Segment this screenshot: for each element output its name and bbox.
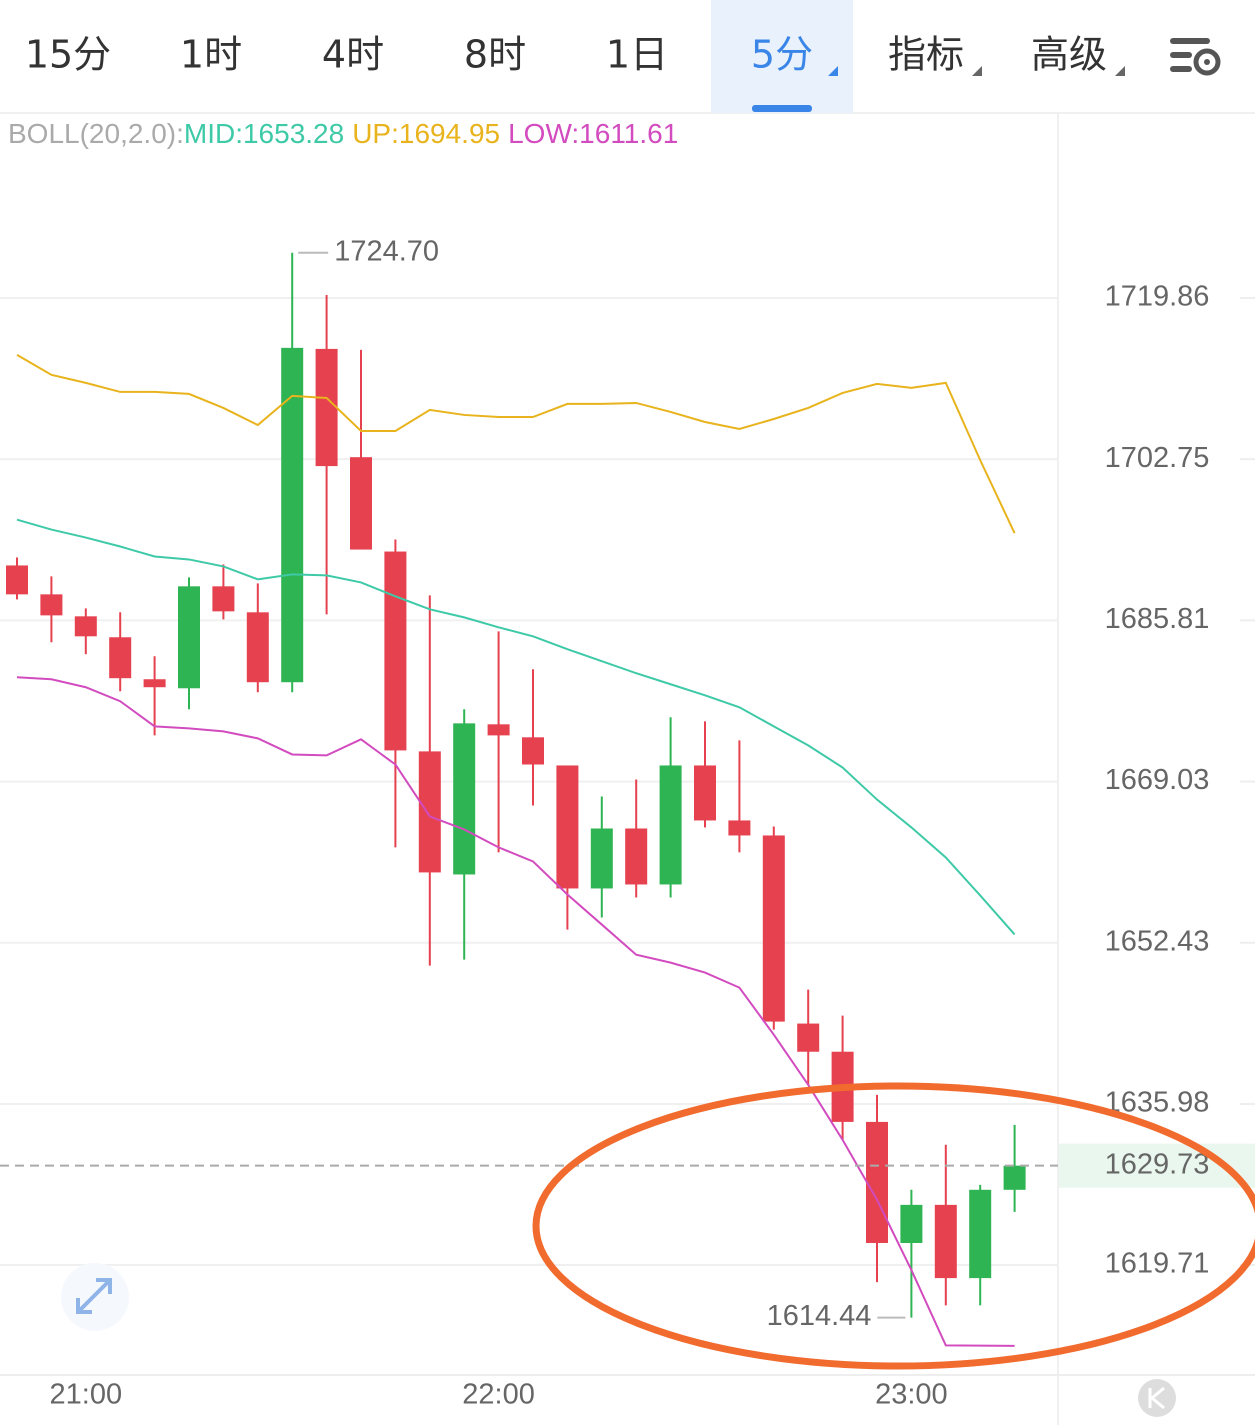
tab[interactable]: 高级	[1031, 33, 1107, 77]
y-tick-label: 1652.43	[1105, 925, 1210, 957]
settings-icon[interactable]	[1170, 38, 1221, 76]
candle-body	[934, 1204, 957, 1279]
dropdown-marker	[972, 66, 982, 76]
candle-body	[694, 765, 716, 821]
y-tick-label: 1619.71	[1105, 1248, 1210, 1280]
candle-body	[281, 347, 304, 683]
indicator-line	[16, 354, 1016, 534]
tab[interactable]: 1时	[180, 33, 242, 77]
last-price-label: 1629.73	[1105, 1148, 1210, 1180]
highlight-ellipse	[532, 1082, 1255, 1370]
x-tick-label: 23:00	[875, 1379, 948, 1411]
tab-bar	[0, 0, 1255, 113]
candle-body	[866, 1121, 888, 1243]
candle-body	[384, 551, 407, 751]
indicator-line	[16, 518, 1016, 936]
y-tick-label: 1669.03	[1105, 764, 1210, 796]
candle-body	[900, 1204, 923, 1243]
legend-value: 1653.28	[243, 118, 344, 149]
legend-name: LOW:	[508, 118, 579, 149]
indicator-line	[16, 676, 1015, 1347]
candle-body	[556, 765, 579, 889]
candle-body	[109, 637, 132, 679]
candle-body	[143, 679, 166, 688]
tab[interactable]: 8时	[464, 33, 526, 77]
x-tick-label: 21:00	[50, 1379, 123, 1411]
candle-body	[659, 765, 682, 885]
tab[interactable]: 4时	[322, 33, 384, 77]
candle-body	[522, 737, 544, 765]
expand-button[interactable]	[61, 1263, 129, 1331]
min-label: 1614.44	[767, 1300, 872, 1332]
legend: BOLL(20,2.0):MID:1653.28 UP:1694.95 LOW:16…	[8, 118, 678, 149]
candle-body	[246, 612, 269, 683]
candle-body	[350, 457, 372, 550]
candle-body	[728, 820, 751, 836]
active-tab-indicator	[752, 105, 812, 112]
dropdown-marker	[1115, 66, 1125, 76]
tab[interactable]: 15分	[25, 33, 111, 77]
candle-body	[212, 586, 235, 612]
scroll-back-button[interactable]	[1138, 1379, 1176, 1417]
candle-body	[418, 751, 441, 873]
candle-body	[487, 724, 510, 736]
candle-body	[797, 1023, 820, 1052]
y-tick-label: 1685.81	[1105, 603, 1210, 635]
candle-body	[178, 586, 200, 689]
y-tick-label: 1719.86	[1105, 281, 1210, 313]
candle-body	[453, 723, 476, 875]
candle-body	[74, 616, 97, 637]
y-tick-label: 1702.75	[1105, 442, 1210, 474]
candle-body	[1003, 1165, 1026, 1190]
candle-body	[590, 828, 613, 889]
candle-body	[6, 565, 28, 595]
candle-body	[40, 594, 63, 616]
candle-body	[762, 835, 785, 1022]
active-tab-bg	[711, 0, 853, 113]
legend-name: UP:	[352, 118, 399, 149]
indicator-label: BOLL(20,2.0):	[8, 118, 184, 149]
candle-body	[625, 828, 648, 885]
x-tick-label: 22:00	[462, 1379, 535, 1411]
legend-value: 1611.61	[579, 118, 678, 149]
max-label: 1724.70	[334, 235, 439, 267]
legend-name: MID:	[184, 118, 243, 149]
tab[interactable]: 1日	[606, 33, 668, 77]
candle-body	[969, 1189, 992, 1279]
candle-body	[315, 348, 338, 467]
legend-value: 1694.95	[399, 118, 500, 149]
tab[interactable]: 5分	[751, 33, 813, 77]
dropdown-marker	[828, 66, 838, 76]
tab[interactable]: 指标	[888, 33, 964, 77]
